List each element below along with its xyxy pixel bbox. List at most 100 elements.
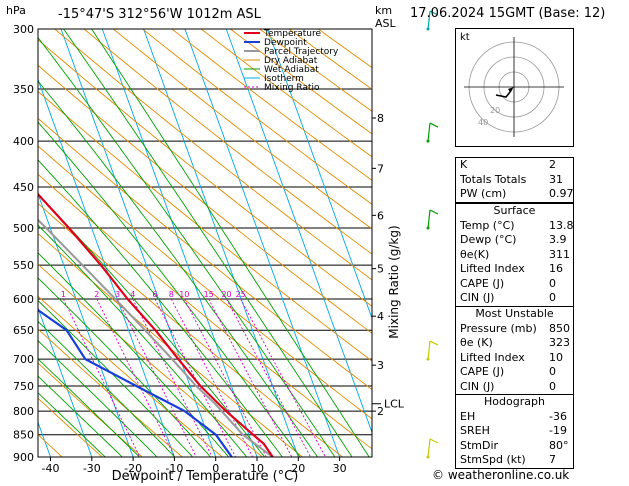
most-unstable-row: CIN (J) 0 [460, 379, 556, 393]
dry-adiabat-line [54, 29, 372, 281]
mixing-ratio-label: 6 [152, 290, 157, 299]
wind-barb-flag [429, 122, 439, 128]
legend-label: Mixing Ratio [264, 83, 320, 93]
mixing-ratio-label: 25 [236, 290, 246, 299]
km-tick-label: 5 [377, 263, 384, 276]
footer-credit: © weatheronline.co.uk [432, 468, 570, 482]
km-tick-label: 2 [377, 405, 384, 418]
surface-row: CIN (J) 0 [460, 291, 556, 304]
km-tick-label: 4 [377, 310, 384, 323]
temperature-tick-label: 0 [212, 462, 219, 475]
most-unstable-row: Lifted Index 10 [460, 350, 563, 364]
wind-barb [427, 10, 431, 30]
isotherm-line [267, 29, 372, 320]
wind-barb [427, 341, 431, 360]
legend-label: Temperature [263, 29, 321, 39]
isotherm-line [101, 29, 258, 457]
wet-adiabat-line [38, 36, 336, 457]
surface-row: Dewp (°C) 3.9 [460, 233, 567, 246]
hodograph-params-table: Hodograph EH -36 SREH -19 StmDir 80° StmSpd… [455, 394, 574, 469]
mixing-ratio-label: 4 [130, 290, 135, 299]
mixing-ratio-line [183, 298, 267, 457]
pressure-tick-label: 400 [13, 135, 34, 148]
wind-barb [427, 123, 431, 142]
mixing-ratio-axis-title: Mixing Ratio (g/kg) [387, 225, 401, 338]
pressure-tick-label: 650 [13, 324, 34, 337]
hodograph-arrow [508, 87, 514, 92]
wet-adiabat-line [38, 193, 265, 457]
mixing-ratio-label: 15 [204, 290, 214, 299]
isotherm-line [143, 29, 299, 457]
mixing-ratio-label: 1 [61, 290, 66, 299]
wet-adiabat-line [38, 277, 211, 457]
hodograph-unit-label: kt [460, 32, 470, 43]
wet-adiabat-line [38, 121, 301, 457]
wet-adiabat-line [38, 224, 248, 457]
dry-adiabat-line [38, 362, 143, 457]
mixing-ratio-line [132, 298, 213, 457]
mixing-ratio-label: 10 [179, 290, 189, 299]
mixing-ratio-line [96, 298, 176, 457]
surface-title: Surface [493, 204, 536, 217]
isotherm-line [225, 29, 372, 434]
hodograph-param-row: StmDir 80° [460, 438, 569, 452]
legend-label: Isotherm [264, 74, 304, 84]
wet-adiabat-line [38, 320, 176, 457]
pressure-tick-label: 550 [13, 259, 34, 272]
wet-adiabat-line [38, 358, 140, 457]
isotherm-line [0, 29, 9, 457]
temperature-tick-label: -40 [42, 462, 60, 475]
pressure-tick-label: 900 [13, 451, 34, 464]
dry-adiabat-line [38, 117, 372, 391]
most-unstable-row: θe (K) 323 [460, 336, 570, 349]
wind-barb-dot [426, 226, 430, 230]
dry-adiabat-line [38, 232, 303, 457]
parcel-trajectory-line [38, 218, 274, 457]
legend-label: Wet Adiabat [264, 65, 319, 75]
pressure-tick-label: 500 [13, 222, 34, 235]
temperature-line [38, 192, 274, 457]
km-axis-label: km [375, 4, 392, 17]
dry-adiabat-line [38, 145, 372, 420]
wet-adiabat-line [91, 29, 370, 457]
dry-adiabat-line [38, 39, 372, 307]
most-unstable-title: Most Unstable [475, 307, 554, 320]
surface-row: Lifted Index 16 [460, 262, 563, 275]
pressure-tick-label: 700 [13, 353, 34, 366]
dry-adiabat-line [113, 29, 372, 230]
temperature-tick-label: 10 [250, 462, 264, 475]
surface-row: Temp (°C) 13.8 [460, 218, 574, 232]
legend-label: Dry Adiabat [264, 56, 318, 66]
totals-totals-row: Totals Totals 31 [460, 172, 563, 186]
temperature-tick-label: -30 [83, 462, 101, 475]
lcl-label: LCL [384, 398, 405, 411]
wind-barb-flag [429, 340, 439, 346]
dry-adiabat-line [38, 173, 372, 450]
legend-label: Parcel Trajectory [264, 47, 339, 57]
mixing-ratio-line [208, 298, 293, 457]
hodograph-param-row: StmSpd (kt) 7 [460, 453, 556, 466]
isotherm-line [38, 78, 175, 457]
site-title: -15°47'S 312°56'W 1012m ASL [58, 7, 261, 22]
isotherm-line [184, 29, 341, 457]
pressure-tick-label: 800 [13, 405, 34, 418]
km-tick-label: 3 [377, 359, 384, 372]
most-unstable-row: Pressure (mb) 850 [460, 321, 570, 335]
surface-row: CAPE (J) 0 [460, 276, 556, 290]
dry-adiabat-line [200, 29, 372, 158]
temperature-tick-label: -20 [124, 462, 142, 475]
wind-barb [427, 438, 431, 458]
x-axis-title: Dewpoint / Temperature (°C) [112, 469, 299, 484]
pressure-tick-label: 600 [13, 293, 34, 306]
wind-barb-flag [429, 209, 439, 215]
temperature-tick-label: 30 [333, 462, 347, 475]
surface-table: Surface Temp (°C) 13.8 Dewp (°C) 3.9 θe(K)… [455, 203, 574, 307]
dry-adiabat-line [38, 202, 343, 457]
km-tick-label: 6 [377, 209, 384, 222]
pressure-tick-label: 350 [13, 83, 34, 96]
temperature-tick-label: 20 [291, 462, 305, 475]
mixing-ratio-line [170, 298, 254, 457]
